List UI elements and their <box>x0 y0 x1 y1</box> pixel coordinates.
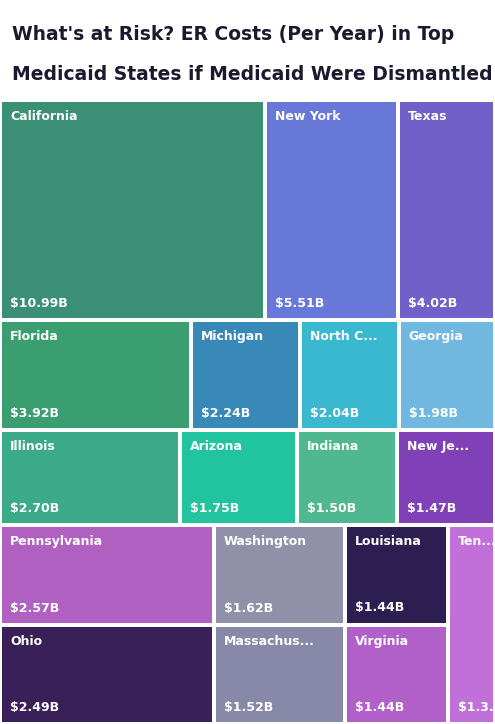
Text: Indiana: Indiana <box>307 440 359 453</box>
Bar <box>301 322 396 428</box>
Text: What's at Risk? ER Costs (Per Year) in Top: What's at Risk? ER Costs (Per Year) in T… <box>12 25 454 44</box>
Bar <box>450 527 493 722</box>
Text: $1.50B: $1.50B <box>307 502 356 515</box>
Text: Georgia: Georgia <box>409 330 464 343</box>
Text: Florida: Florida <box>10 330 59 343</box>
Text: $1.62B: $1.62B <box>224 602 273 615</box>
Text: $2.70B: $2.70B <box>10 502 59 515</box>
Text: $5.51B: $5.51B <box>275 297 324 310</box>
Text: $2.49B: $2.49B <box>10 701 59 714</box>
Bar <box>2 432 178 523</box>
Bar <box>401 322 493 428</box>
Bar <box>216 628 343 722</box>
Text: Washington: Washington <box>224 535 307 548</box>
Text: Ohio: Ohio <box>10 636 42 649</box>
Text: $1.52B: $1.52B <box>224 701 273 714</box>
Text: Texas: Texas <box>408 110 447 123</box>
Text: Arizona: Arizona <box>190 440 243 453</box>
Text: $2.57B: $2.57B <box>10 602 59 615</box>
Text: Virginia: Virginia <box>355 634 409 647</box>
Text: Massachus...: Massachus... <box>224 636 315 649</box>
Text: North C...: North C... <box>309 330 377 343</box>
Text: New York: New York <box>275 110 341 123</box>
Text: $1.98B: $1.98B <box>409 407 458 420</box>
Text: $2.24B: $2.24B <box>200 407 250 420</box>
Text: $2.04B: $2.04B <box>309 407 359 420</box>
Text: Pennsylvania: Pennsylvania <box>10 535 103 548</box>
Text: Louisiana: Louisiana <box>355 535 422 548</box>
Text: $3.92B: $3.92B <box>10 407 59 420</box>
Bar <box>2 628 212 722</box>
Text: $1.44B: $1.44B <box>355 701 404 714</box>
Bar <box>400 102 493 318</box>
Text: California: California <box>10 110 78 123</box>
Bar <box>399 432 493 523</box>
Text: Illinois: Illinois <box>10 440 56 453</box>
Bar <box>193 322 297 428</box>
Bar <box>216 527 343 623</box>
Bar <box>299 432 395 523</box>
Text: Medicaid States if Medicaid Were Dismantled: Medicaid States if Medicaid Were Dismant… <box>12 65 493 84</box>
Text: $10.99B: $10.99B <box>10 297 68 310</box>
Text: $1.3...: $1.3... <box>458 701 495 714</box>
Text: $4.02B: $4.02B <box>408 297 457 310</box>
Bar <box>2 527 212 623</box>
Bar <box>2 102 263 318</box>
Text: Ten...: Ten... <box>458 535 495 548</box>
Text: $1.44B: $1.44B <box>355 602 404 615</box>
Bar <box>2 322 189 428</box>
Text: $1.75B: $1.75B <box>190 502 240 515</box>
Bar <box>347 527 446 623</box>
Bar <box>347 626 446 722</box>
Bar <box>267 102 396 318</box>
Text: $1.47B: $1.47B <box>407 502 456 515</box>
Text: Michigan: Michigan <box>200 330 264 343</box>
Text: New Je...: New Je... <box>407 440 469 453</box>
Bar <box>182 432 295 523</box>
